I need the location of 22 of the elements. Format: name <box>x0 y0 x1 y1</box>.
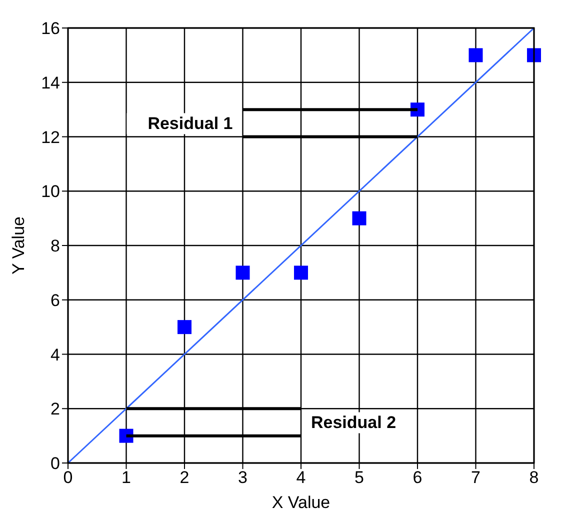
y-tick-label: 0 <box>50 454 60 474</box>
annotation: Residual 2 <box>311 413 396 432</box>
x-tick-label: 4 <box>296 468 306 488</box>
y-tick-label: 12 <box>41 128 60 147</box>
y-tick-label: 6 <box>50 290 60 310</box>
x-axis-title: X Value <box>272 493 330 512</box>
y-tick-label: 2 <box>50 400 60 419</box>
x-tick-label: 8 <box>529 468 539 488</box>
annotation: Residual 1 <box>148 114 233 134</box>
y-tick-label: 8 <box>50 236 60 256</box>
y-tick-label: 16 <box>41 19 60 38</box>
x-tick-label: 0 <box>63 468 73 488</box>
x-tick-label: 5 <box>354 468 364 488</box>
x-tick-label: 3 <box>238 468 248 488</box>
y-tick-label: 14 <box>41 73 60 92</box>
y-tick-label: 4 <box>50 345 60 364</box>
y-tick-label: 10 <box>41 182 60 202</box>
x-tick-label: 1 <box>122 468 131 488</box>
y-axis-title: Y Value <box>9 216 28 274</box>
x-tick-label: 2 <box>180 468 190 488</box>
x-tick-label: 6 <box>412 468 422 488</box>
x-tick-label: 7 <box>471 468 480 488</box>
